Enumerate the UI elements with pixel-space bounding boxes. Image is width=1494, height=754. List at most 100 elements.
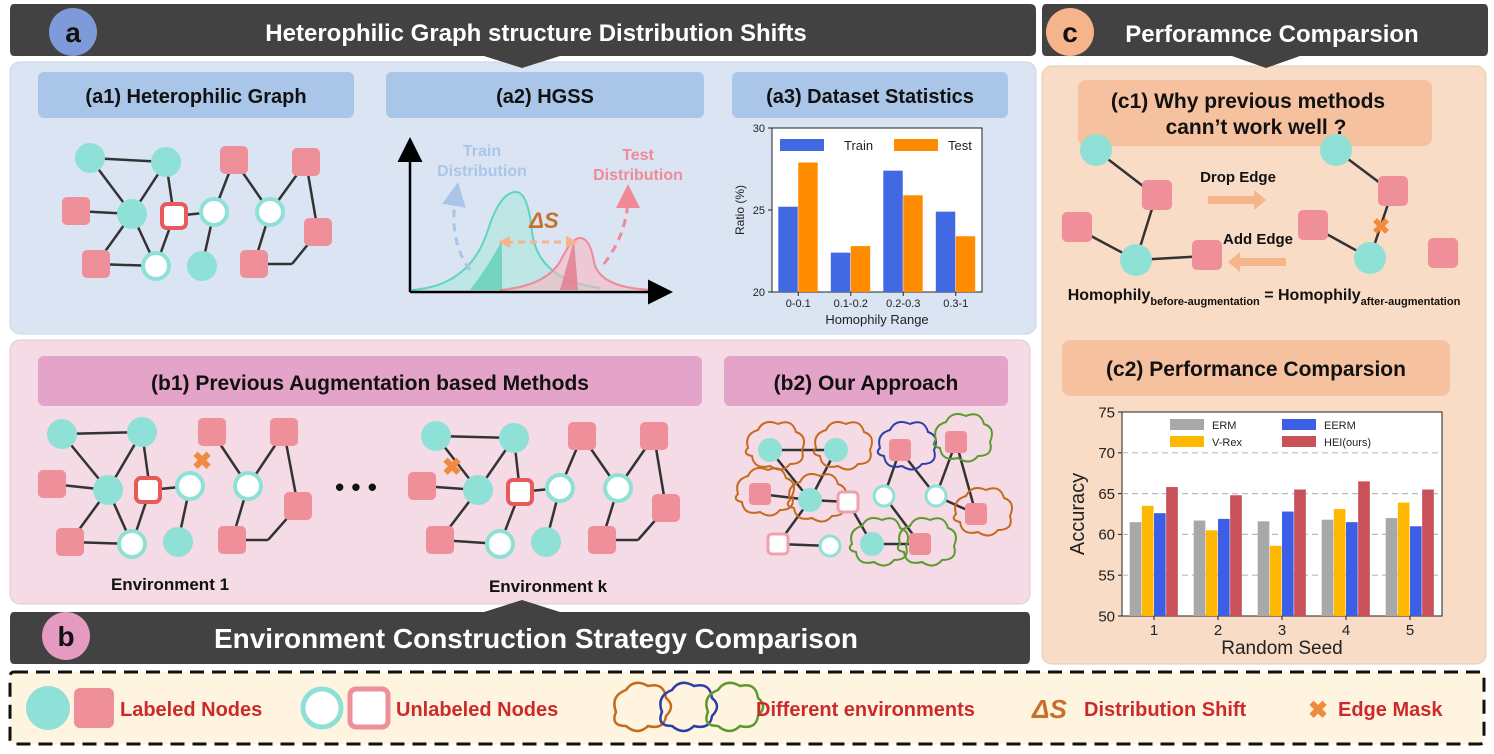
a3-legend-swatch-train xyxy=(780,139,824,151)
labeled-node xyxy=(1298,210,1328,240)
bar-hei-ours--4 xyxy=(1358,481,1370,616)
add-edge-arrow xyxy=(1228,252,1286,272)
edge-mask-icon: ✖ xyxy=(442,454,462,481)
environment-1-graph: ✖ xyxy=(38,417,312,559)
shift-arrow-right-head xyxy=(566,236,578,248)
legend-unlabeled-nodes: Unlabeled Nodes xyxy=(396,699,558,721)
c1-before-graph xyxy=(1062,134,1222,276)
c2-bar-chart: 50 55 60 65 70 75 1 2 3 4 5 xyxy=(1098,404,1442,639)
labeled-node xyxy=(426,526,454,554)
panel-b-letter-badge xyxy=(42,612,90,660)
labeled-node xyxy=(588,526,616,554)
bar-train-2 xyxy=(830,252,851,292)
green-environment-cloud-icon xyxy=(705,681,765,733)
test-distribution-curve xyxy=(500,238,660,290)
bar-v-rex-4 xyxy=(1333,509,1346,616)
legend-distribution-shift: Distribution Shift xyxy=(1084,699,1247,721)
unlabeled-node xyxy=(872,484,896,508)
labeled-node xyxy=(1142,180,1172,210)
y-tick-label: 60 xyxy=(1098,527,1115,544)
labeled-node xyxy=(117,199,147,229)
unlabeled-node xyxy=(506,478,534,506)
bar-v-rex-3 xyxy=(1269,545,1282,616)
a3-legend-train: Train xyxy=(844,138,873,153)
edge-mask-icon: ✖ xyxy=(192,448,212,475)
labeled-node xyxy=(824,438,848,462)
b2-title: (b2) Our Approach xyxy=(774,372,959,395)
labeled-node xyxy=(304,218,332,246)
bar-train-3 xyxy=(883,170,903,292)
y-tick-label: 75 xyxy=(1098,404,1115,421)
bar-test-3 xyxy=(903,195,923,292)
test-arrow xyxy=(602,184,640,265)
environment-cloud-icon xyxy=(812,421,873,471)
environment-k-graph: ✖ xyxy=(408,421,680,559)
labeled-node xyxy=(909,533,931,555)
bar-test-1 xyxy=(798,162,818,292)
unlabeled-node xyxy=(603,473,633,503)
bar-eerm-5 xyxy=(1410,526,1422,616)
labeled-node xyxy=(56,528,84,556)
x-tick-label: 3 xyxy=(1278,622,1286,639)
homophily-word-before: Homophily xyxy=(1068,287,1151,304)
environment-1-label: Environment 1 xyxy=(111,575,229,594)
labeled-node xyxy=(1080,134,1112,166)
y-tick-label: 25 xyxy=(753,205,765,217)
x-tick-label: 1 xyxy=(1150,622,1158,639)
labeled-node xyxy=(38,470,66,498)
homophily-sub-before: before-augmentation xyxy=(1150,296,1260,308)
environment-cloud-icon xyxy=(734,467,795,517)
unlabeled-node xyxy=(117,529,147,559)
a1-title: (a1) Heterophilic Graph xyxy=(85,86,306,108)
bar-eerm-2 xyxy=(1218,518,1230,616)
bar-hei-ours--2 xyxy=(1230,495,1242,616)
unlabeled-node xyxy=(545,473,575,503)
labeled-node xyxy=(421,421,451,451)
unlabeled-node xyxy=(255,197,285,227)
bar-eerm-4 xyxy=(1346,522,1358,616)
unlabeled-node xyxy=(766,532,790,556)
labeled-node xyxy=(1062,212,1092,242)
c1-after-graph: ✖ xyxy=(1298,134,1458,274)
unlabeled-node xyxy=(485,529,515,559)
c2-x-axis-label: Random Seed xyxy=(1221,638,1342,659)
labeled-node-square-icon xyxy=(74,688,114,728)
bar-hei-ours--1 xyxy=(1166,487,1178,616)
unlabeled-node xyxy=(134,476,162,504)
x-tick-label: 0.2-0.3 xyxy=(886,298,920,310)
bar-train-1 xyxy=(778,206,798,292)
panel-b-header-title: Environment Construction Strategy Compar… xyxy=(214,623,858,654)
bar-v-rex-1 xyxy=(1141,505,1154,616)
labeled-node xyxy=(965,503,987,525)
labeled-node xyxy=(284,492,312,520)
c2-legend-erm: ERM xyxy=(1212,420,1236,432)
train-label-line2: Distribution xyxy=(437,163,527,180)
drop-edge-arrow xyxy=(1208,190,1266,210)
y-tick-label: 70 xyxy=(1098,445,1115,462)
panel-c: c Perforamnce Comparsion (c1) Why previo… xyxy=(1041,4,1488,665)
edge-mask-icon: ✖ xyxy=(1372,214,1390,239)
panel-b: b Environment Construction Strategy Comp… xyxy=(9,339,1031,664)
unlabeled-node xyxy=(175,471,205,501)
labeled-node xyxy=(62,197,90,225)
homophily-equation: Homophilybefore-augmentation = Homophily… xyxy=(1068,287,1461,308)
c2-legend-eerm: EERM xyxy=(1324,420,1356,432)
train-arrow xyxy=(442,182,472,271)
x-tick-label: 0-0.1 xyxy=(786,298,811,310)
panel-a-letter-badge xyxy=(49,8,97,56)
bar-erm-1 xyxy=(1129,522,1142,616)
ellipsis: • • • xyxy=(335,472,377,502)
c1-title-line1: (c1) Why previous methods xyxy=(1111,90,1385,113)
unlabeled-node xyxy=(233,471,263,501)
a3-title-box xyxy=(732,72,1008,118)
homophily-word-after: Homophily xyxy=(1278,287,1361,304)
environment-cloud-icon xyxy=(848,517,909,567)
bar-erm-5 xyxy=(1385,518,1398,616)
labeled-node xyxy=(499,423,529,453)
shift-arrow-left-head xyxy=(498,236,510,248)
c2-title: (c2) Performance Comparsion xyxy=(1106,358,1406,381)
bar-eerm-3 xyxy=(1282,511,1294,616)
test-curve-line xyxy=(499,236,661,291)
a1-nodes xyxy=(62,143,332,281)
